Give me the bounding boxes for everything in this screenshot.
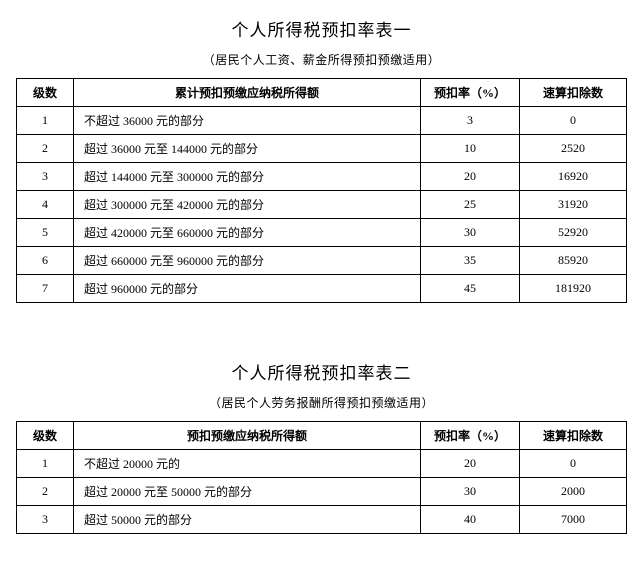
table-header-row: 级数 预扣预缴应纳税所得额 预扣率（%） 速算扣除数 (17, 422, 627, 450)
table1-title: 个人所得税预扣率表一 (16, 16, 627, 41)
table-cell: 85920 (520, 247, 627, 275)
table2-subtitle: （居民个人劳务报酬所得预扣预缴适用） (16, 394, 627, 411)
col-deduction: 速算扣除数 (520, 79, 627, 107)
table-cell: 不超过 20000 元的 (74, 450, 421, 478)
table-cell: 16920 (520, 163, 627, 191)
table-cell: 超过 960000 元的部分 (74, 275, 421, 303)
table-cell: 超过 660000 元至 960000 元的部分 (74, 247, 421, 275)
col-level: 级数 (17, 422, 74, 450)
table-cell: 超过 420000 元至 660000 元的部分 (74, 219, 421, 247)
table-cell: 20 (421, 450, 520, 478)
table-row: 4超过 300000 元至 420000 元的部分2531920 (17, 191, 627, 219)
table-cell: 3 (421, 107, 520, 135)
table-row: 3超过 144000 元至 300000 元的部分2016920 (17, 163, 627, 191)
table-cell: 超过 300000 元至 420000 元的部分 (74, 191, 421, 219)
table-cell: 181920 (520, 275, 627, 303)
table-cell: 35 (421, 247, 520, 275)
table-cell: 30 (421, 219, 520, 247)
col-rate: 预扣率（%） (421, 422, 520, 450)
table-row: 3超过 50000 元的部分407000 (17, 506, 627, 534)
col-income: 累计预扣预缴应纳税所得额 (74, 79, 421, 107)
table-cell: 7000 (520, 506, 627, 534)
table-cell: 5 (17, 219, 74, 247)
table-cell: 0 (520, 107, 627, 135)
col-rate: 预扣率（%） (421, 79, 520, 107)
table-cell: 45 (421, 275, 520, 303)
table-cell: 6 (17, 247, 74, 275)
table1-subtitle: （居民个人工资、薪金所得预扣预缴适用） (16, 51, 627, 68)
table-cell: 1 (17, 107, 74, 135)
table-cell: 2520 (520, 135, 627, 163)
tax-table-1: 级数 累计预扣预缴应纳税所得额 预扣率（%） 速算扣除数 1不超过 36000 … (16, 78, 627, 303)
table-cell: 20 (421, 163, 520, 191)
table-cell: 10 (421, 135, 520, 163)
table-cell: 7 (17, 275, 74, 303)
table-row: 1不超过 36000 元的部分30 (17, 107, 627, 135)
table-row: 2超过 20000 元至 50000 元的部分302000 (17, 478, 627, 506)
col-level: 级数 (17, 79, 74, 107)
table-row: 2超过 36000 元至 144000 元的部分102520 (17, 135, 627, 163)
table-cell: 2 (17, 478, 74, 506)
table-cell: 3 (17, 506, 74, 534)
table-row: 7超过 960000 元的部分45181920 (17, 275, 627, 303)
table-cell: 超过 144000 元至 300000 元的部分 (74, 163, 421, 191)
table-cell: 30 (421, 478, 520, 506)
table-cell: 4 (17, 191, 74, 219)
table2-title: 个人所得税预扣率表二 (16, 359, 627, 384)
table-row: 1不超过 20000 元的200 (17, 450, 627, 478)
table-cell: 不超过 36000 元的部分 (74, 107, 421, 135)
col-income: 预扣预缴应纳税所得额 (74, 422, 421, 450)
table-cell: 超过 50000 元的部分 (74, 506, 421, 534)
table-header-row: 级数 累计预扣预缴应纳税所得额 预扣率（%） 速算扣除数 (17, 79, 627, 107)
table-cell: 3 (17, 163, 74, 191)
col-deduction: 速算扣除数 (520, 422, 627, 450)
table-cell: 52920 (520, 219, 627, 247)
table-cell: 0 (520, 450, 627, 478)
table-cell: 2 (17, 135, 74, 163)
table-cell: 25 (421, 191, 520, 219)
table-cell: 40 (421, 506, 520, 534)
table-cell: 31920 (520, 191, 627, 219)
table-row: 6超过 660000 元至 960000 元的部分3585920 (17, 247, 627, 275)
table-row: 5超过 420000 元至 660000 元的部分3052920 (17, 219, 627, 247)
tax-table-2: 级数 预扣预缴应纳税所得额 预扣率（%） 速算扣除数 1不超过 20000 元的… (16, 421, 627, 534)
table-cell: 1 (17, 450, 74, 478)
table-cell: 超过 36000 元至 144000 元的部分 (74, 135, 421, 163)
table-cell: 超过 20000 元至 50000 元的部分 (74, 478, 421, 506)
table-cell: 2000 (520, 478, 627, 506)
